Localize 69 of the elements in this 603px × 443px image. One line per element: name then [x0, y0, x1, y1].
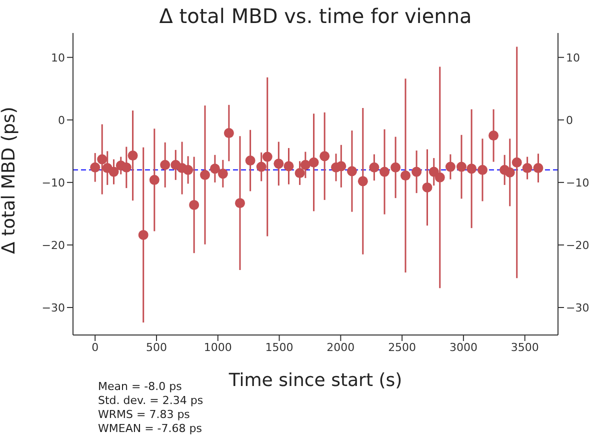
point [422, 182, 432, 192]
text: Mean = -8.0 ps [98, 380, 183, 394]
y-tick-label: 0 [58, 114, 65, 127]
point [256, 162, 266, 172]
point [121, 162, 132, 172]
point [160, 160, 170, 170]
point [138, 230, 148, 240]
x-tick-label: 1000 [204, 340, 232, 354]
point [512, 157, 522, 168]
point [294, 168, 305, 178]
text: Std. dev. = 2.34 ps [98, 394, 204, 408]
point [97, 154, 108, 164]
point [189, 200, 200, 210]
y-axis-title: Δ total MBD (ps) [0, 106, 20, 254]
x-tick-label: 500 [146, 340, 167, 354]
point [336, 161, 346, 172]
point [183, 164, 194, 175]
y-tick-label: −30 [42, 301, 65, 314]
point [274, 158, 284, 169]
y-tick-label: −20 [42, 238, 65, 252]
text: WRMS = 7.83 ps [98, 408, 191, 422]
x-tick-label: 0 [92, 340, 99, 354]
x-tick-label: 1500 [265, 340, 294, 354]
point [477, 164, 488, 175]
point [218, 168, 228, 179]
y-tick-label: −10 [42, 176, 65, 190]
point [234, 198, 245, 208]
x-tick-label: 3500 [510, 340, 539, 354]
point [90, 162, 100, 172]
point [445, 162, 456, 172]
point [380, 166, 390, 177]
point [400, 170, 410, 181]
point [308, 157, 319, 168]
point [522, 163, 532, 174]
point [262, 152, 272, 162]
point [358, 176, 368, 186]
y2-tick-label: 10 [566, 51, 580, 64]
x-tick-label: 2500 [388, 340, 416, 354]
point [224, 128, 234, 138]
point [128, 150, 138, 161]
y2-tick-label: −30 [566, 301, 590, 314]
point [210, 164, 220, 174]
point [456, 162, 466, 172]
x-axis-title: Time since start (s) [228, 370, 402, 391]
text: WMEAN = -7.68 ps [98, 422, 203, 436]
point [466, 164, 477, 174]
point [390, 162, 401, 172]
point [320, 151, 330, 162]
point [284, 161, 294, 172]
point [300, 160, 310, 170]
chart-title: Δ total MBD vs. time for vienna [158, 4, 473, 28]
y2-tick-label: −20 [566, 238, 590, 252]
y2-tick-label: 0 [566, 114, 573, 127]
point [346, 166, 357, 176]
x-tick-label: 3000 [449, 340, 478, 354]
point [428, 166, 439, 177]
point [488, 130, 499, 141]
point [149, 174, 160, 185]
point [369, 162, 380, 172]
x-tick-label: 2000 [326, 340, 355, 354]
point [412, 166, 422, 177]
point [504, 167, 515, 178]
point [434, 172, 445, 182]
point [533, 163, 544, 174]
y2-tick-label: −10 [566, 176, 590, 190]
point [108, 166, 119, 177]
y-tick-label: 10 [51, 51, 65, 64]
point [200, 170, 210, 180]
point [245, 156, 256, 166]
